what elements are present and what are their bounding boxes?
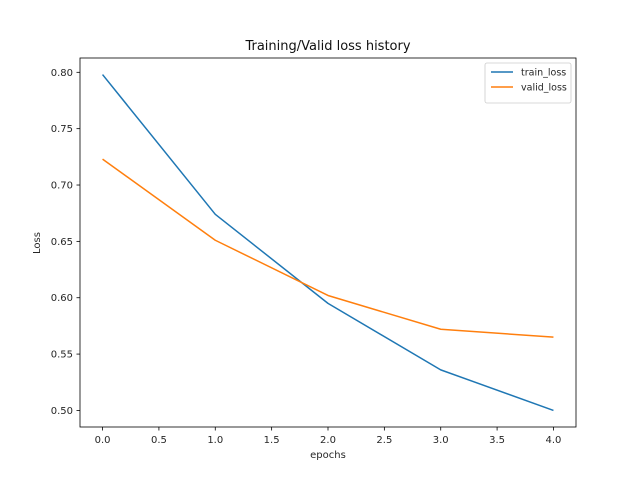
y-tick-label: 0.55: [51, 350, 73, 361]
y-axis-label: Loss: [32, 232, 43, 254]
x-tick-label: 4.0: [546, 435, 562, 446]
y-tick-label: 0.50: [51, 406, 73, 417]
x-axis: 0.0 0.5 1.0 1.5 2.0 2.5 3.0 3.5 4.0: [95, 427, 562, 446]
x-tick-label: 0.5: [151, 435, 167, 446]
x-tick-label: 2.0: [320, 435, 336, 446]
legend-box: [484, 62, 572, 104]
series-line-valid_loss: [102, 158, 554, 338]
legend-label: valid_loss: [521, 83, 567, 94]
y-tick-label: 0.65: [51, 237, 73, 248]
series-line-train_loss: [101, 74, 554, 412]
x-tick-label: 3.5: [489, 435, 505, 446]
y-tick-label: 0.60: [51, 293, 73, 304]
plot-area: [79, 57, 577, 428]
y-tick-label: 0.80: [51, 68, 73, 79]
x-tick-label: 1.0: [207, 435, 223, 446]
legend-label: train_loss: [521, 68, 566, 79]
x-tick-label: 0.0: [95, 435, 111, 446]
legend: train_loss valid_loss: [484, 62, 572, 104]
chart-title: Training/Valid loss history: [244, 39, 410, 54]
y-axis: 0.50 0.55 0.60 0.65 0.70 0.75 0.80: [51, 68, 80, 417]
x-axis-label: epochs: [310, 450, 346, 461]
x-tick-label: 1.5: [264, 435, 280, 446]
plot-frame: [79, 57, 577, 428]
y-tick-label: 0.70: [51, 181, 73, 192]
x-tick-label: 3.0: [433, 435, 449, 446]
x-tick-label: 2.5: [376, 435, 392, 446]
y-tick-label: 0.75: [51, 124, 73, 135]
